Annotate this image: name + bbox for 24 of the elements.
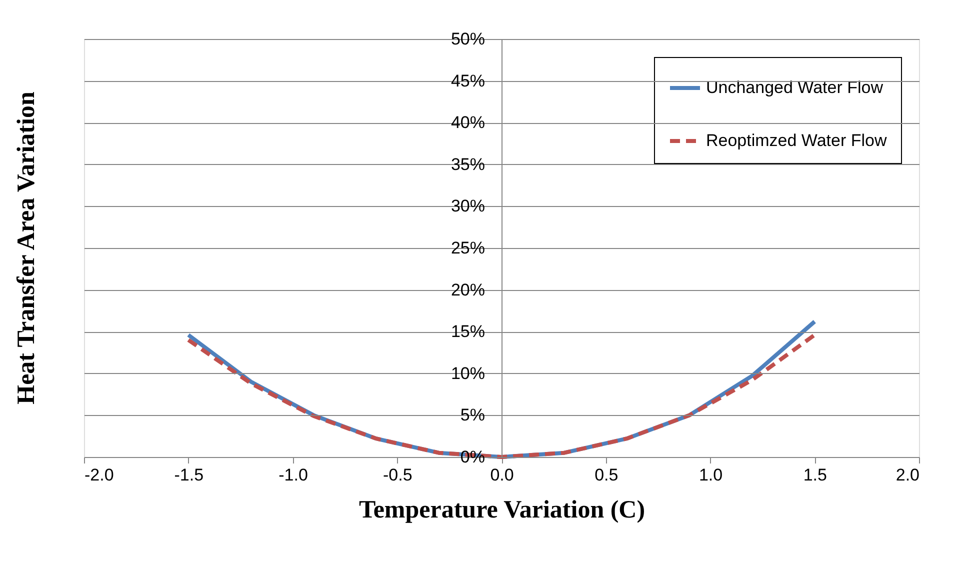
y-tick-label: 30% [450, 196, 485, 216]
y-tick-label: 15% [450, 322, 485, 342]
x-tick-label: -1.0 [278, 466, 308, 484]
x-tick-label: -1.5 [174, 466, 204, 484]
y-tick-label: 35% [450, 154, 485, 174]
x-tick-label: 1.0 [698, 466, 723, 484]
y-tick-label: 40% [450, 113, 485, 132]
y-tick-label: 0% [460, 448, 485, 466]
x-tick-label: -0.5 [382, 466, 412, 484]
y-tick-label: 20% [450, 280, 485, 300]
legend-label: Reoptimzed Water Flow [706, 131, 888, 150]
x-tick-label: 0.5 [594, 466, 618, 484]
x-tick-label: 2.0 [896, 466, 920, 484]
y-tick-label: 50% [450, 30, 485, 48]
y-tick-label: 10% [450, 364, 485, 383]
y-tick-label: 25% [450, 238, 485, 258]
y-tick-label: 45% [450, 71, 485, 90]
x-tick-label: -2.0 [84, 466, 114, 484]
x-tick-label: 0.0 [490, 466, 514, 484]
x-tick-label: 1.5 [803, 466, 827, 484]
y-tick-label: 5% [460, 406, 485, 425]
y-axis-title: Heat Transfer Area Variation [13, 92, 40, 404]
x-axis-title: Temperature Variation (C) [358, 496, 646, 524]
legend-label: Unchanged Water Flow [706, 78, 884, 97]
